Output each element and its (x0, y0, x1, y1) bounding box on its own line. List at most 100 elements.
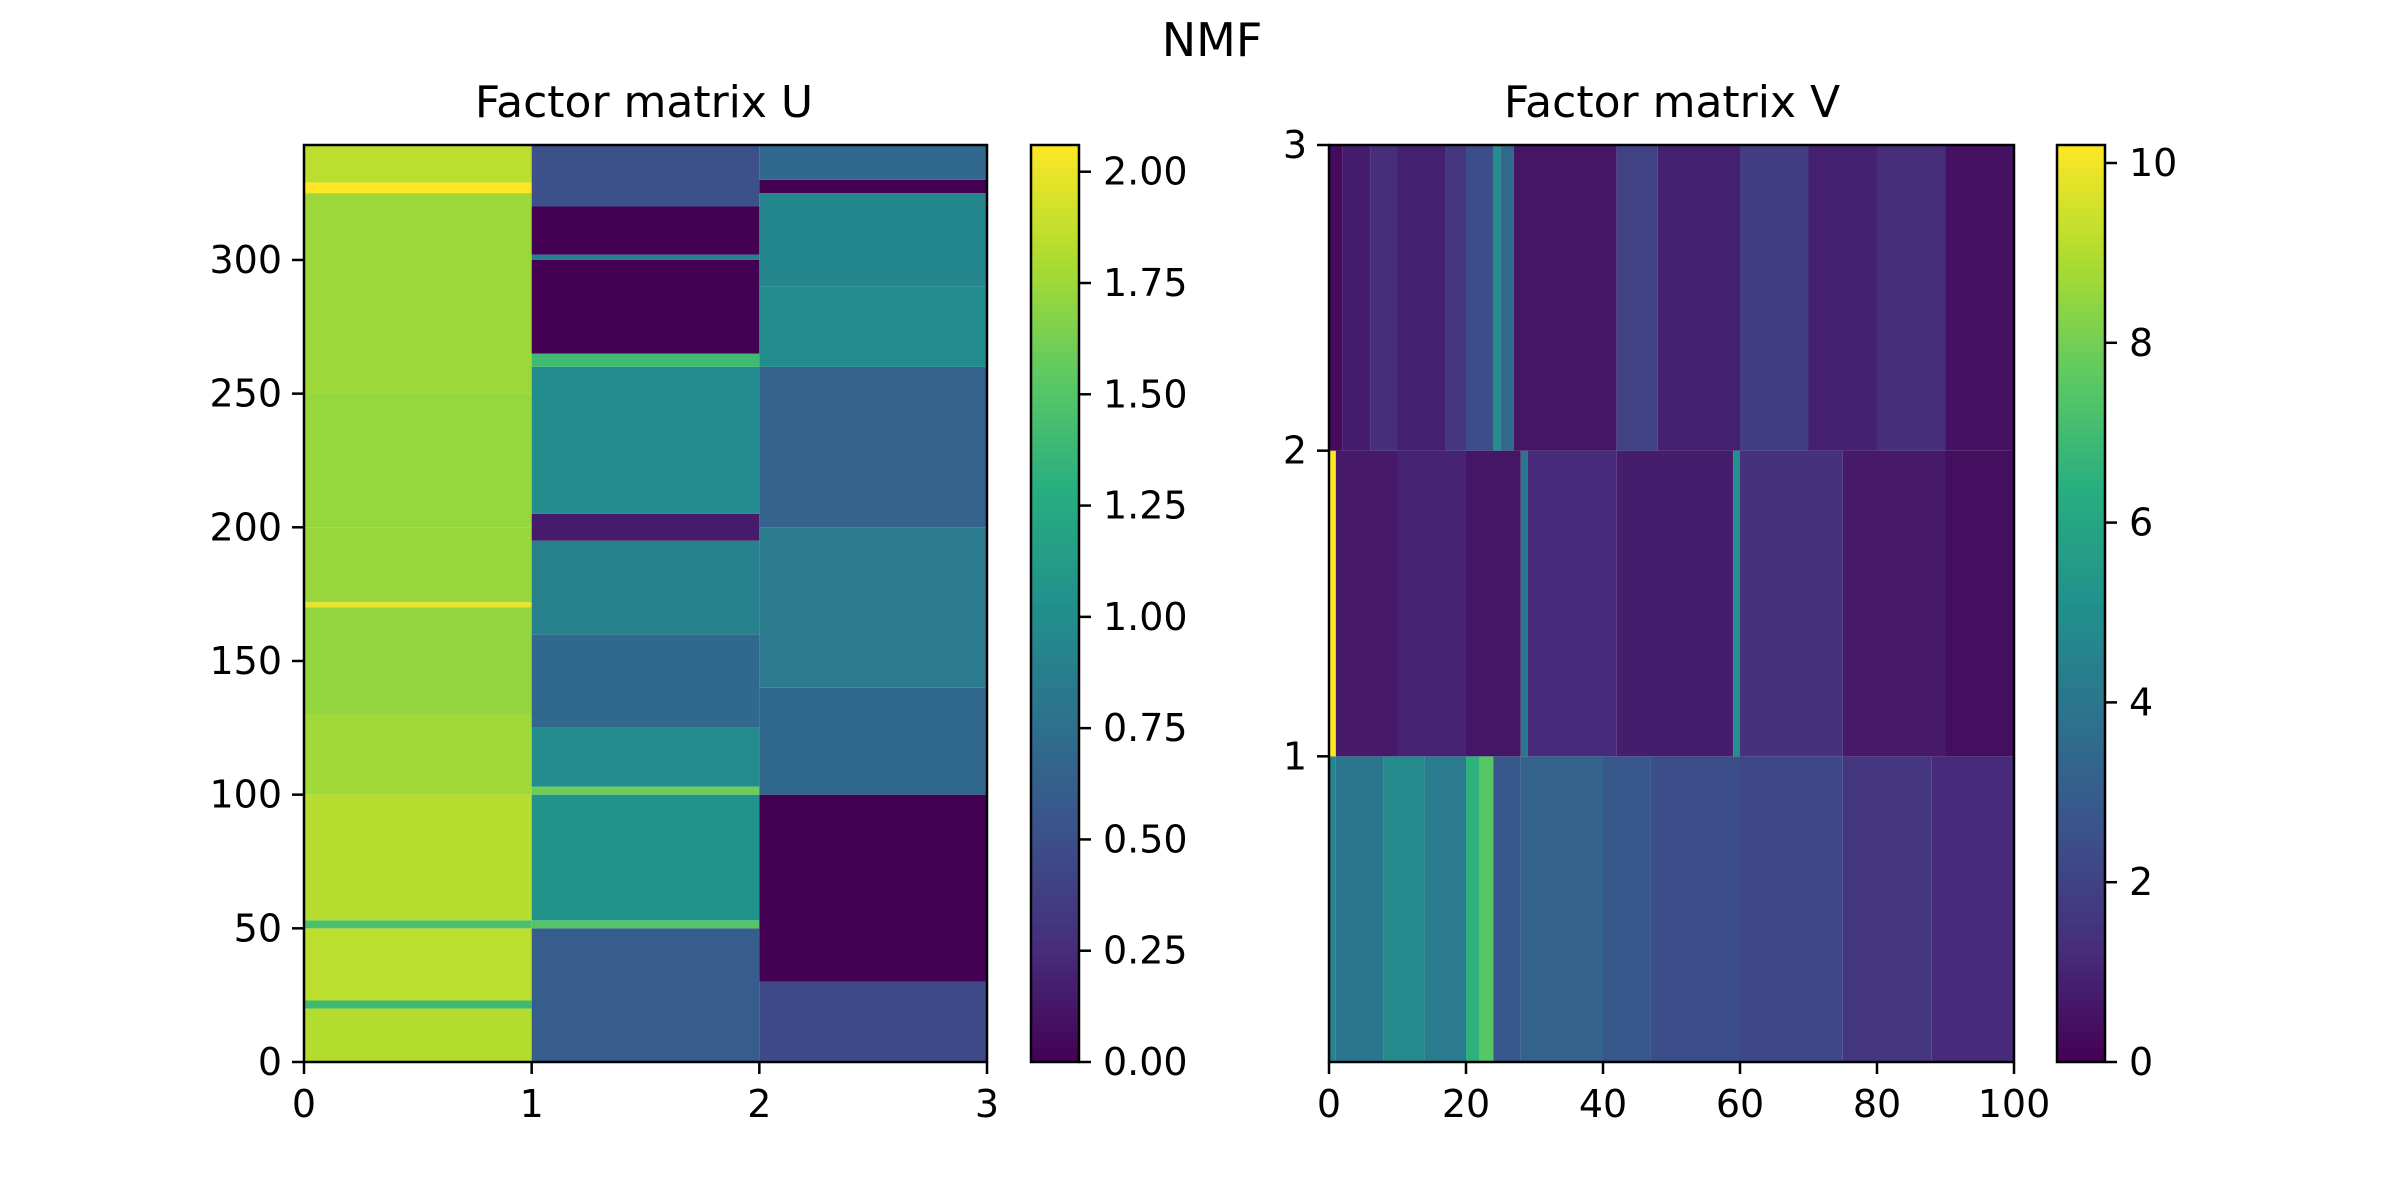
colorbar-gradient-step (1031, 1054, 1079, 1063)
heatmap-cell (1527, 450, 1617, 757)
colorbar-gradient-step (2057, 328, 2105, 337)
colorbar-gradient-step (1031, 771, 1079, 780)
colorbar-gradient-step (2057, 504, 2105, 513)
colorbar-gradient-step (2057, 687, 2105, 696)
colorbar-gradient-step (1031, 985, 1079, 994)
colorbar-gradient-step (1031, 1031, 1079, 1040)
heatmap-cell (759, 794, 987, 982)
colorbar-gradient-step (1031, 435, 1079, 444)
heatmap-cell (531, 727, 760, 787)
colorbar-gradient-step (2057, 305, 2105, 314)
colorbar-gradient-step (1031, 909, 1079, 918)
colorbar-gradient-step (2057, 962, 2105, 971)
heatmap-cell (304, 794, 532, 921)
heatmap-cell (304, 920, 532, 929)
colorbar-gradient-step (1031, 939, 1079, 948)
colorbar-gradient-step (2057, 374, 2105, 383)
colorbar-gradient-step (2057, 412, 2105, 421)
colorbar-gradient-step (1031, 550, 1079, 559)
colorbar-gradient-step (2057, 1031, 2105, 1040)
colorbar-gradient-step (2057, 351, 2105, 360)
colorbar-gradient-step (2057, 939, 2105, 948)
colorbar-gradient-step (1031, 893, 1079, 903)
heatmap-cell (531, 794, 760, 921)
colorbar-gradient-step (2057, 863, 2105, 872)
colorbar-gradient-step (2057, 511, 2105, 521)
colorbar-gradient-step (2057, 748, 2105, 757)
colorbar-gradient-step (2057, 725, 2105, 735)
colorbar-gradient-step (2057, 932, 2105, 941)
heatmap-cell (1842, 756, 1932, 1062)
colorbar-gradient-step (2057, 1008, 2105, 1017)
colorbar-gradient-step (1031, 626, 1079, 635)
heatmap-cell (1329, 145, 1343, 451)
colorbar-gradient-step (1031, 175, 1079, 184)
heatmap-cell (1335, 450, 1398, 757)
heatmap-cell (531, 145, 760, 207)
colorbar-gradient-step (2057, 206, 2105, 215)
colorbar-gradient-step (1031, 244, 1079, 253)
colorbar-gradient-step (2057, 443, 2105, 452)
colorbar-tick-label: 0.50 (1103, 817, 1188, 861)
colorbar-gradient-step (2057, 427, 2105, 436)
heatmap-cell (759, 527, 987, 688)
heatmap-cell (1493, 756, 1521, 1062)
factor-matrix-v-x-axis: 0 20 40 60 80 100 (1317, 1062, 2050, 1126)
colorbar-gradient-step (2057, 909, 2105, 918)
heatmap-cell (1657, 145, 1740, 451)
colorbar-gradient-step (2057, 481, 2105, 490)
heatmap-cell (1342, 145, 1371, 451)
factor-matrix-v-title: Factor matrix V (1504, 77, 1840, 128)
colorbar-gradient-step (2057, 588, 2105, 597)
heatmap-cell (1424, 756, 1466, 1062)
colorbar-gradient-step (2057, 1039, 2105, 1048)
colorbar-gradient-step (1031, 557, 1079, 566)
colorbar-tick-label: 1.25 (1103, 484, 1188, 528)
colorbar-gradient-step (2057, 542, 2105, 551)
colorbar-gradient-step (1031, 916, 1079, 926)
colorbar-gradient-step (2057, 611, 2105, 620)
colorbar-gradient-step (2057, 741, 2105, 750)
colorbar-gradient-step (1031, 1008, 1079, 1017)
heatmap-cell (304, 607, 532, 715)
colorbar-gradient-step (1031, 817, 1079, 826)
colorbar-gradient-step (2057, 848, 2105, 857)
colorbar-gradient-step (2057, 955, 2105, 964)
factor-matrix-v-frame (1327, 143, 2016, 1064)
factor-matrix-u-title: Factor matrix U (475, 77, 813, 128)
colorbar-gradient-step (2057, 519, 2105, 528)
colorbar-gradient-step (1031, 542, 1079, 551)
colorbar-gradient-step (1031, 381, 1079, 391)
x-tick-label: 40 (1579, 1082, 1627, 1126)
colorbar-gradient-step (1031, 702, 1079, 712)
heatmap-cell (1740, 756, 1843, 1062)
colorbar-gradient-step (2057, 213, 2105, 223)
heatmap-cell (1520, 450, 1528, 757)
colorbar-gradient-step (1031, 832, 1079, 841)
y-tick-label: 250 (209, 372, 282, 416)
y-tick-label: 150 (209, 639, 282, 683)
colorbar-gradient-step (2057, 496, 2105, 505)
colorbar-gradient-step (1031, 198, 1079, 207)
colorbar-tick-label: 8 (2129, 321, 2153, 365)
colorbar-tick-label: 2 (2129, 860, 2153, 904)
factor-matrix-u-x-axis: 0 1 2 3 (292, 1062, 999, 1126)
colorbar-gradient-step (2057, 152, 2105, 161)
colorbar-gradient-step (2057, 221, 2105, 230)
colorbar-gradient-step (2057, 649, 2105, 658)
colorbar-tick-label: 2.00 (1103, 150, 1188, 194)
colorbar-gradient-step (2057, 282, 2105, 291)
colorbar-gradient-step (1031, 152, 1079, 161)
heatmap-cell (1445, 145, 1466, 451)
heatmap-cell (1329, 756, 1336, 1062)
colorbar-gradient-step (2057, 550, 2105, 559)
colorbar-gradient-step (2057, 473, 2105, 482)
heatmap-cell (531, 366, 760, 514)
heatmap-cell (1493, 145, 1501, 451)
heatmap-cell (1842, 450, 1946, 757)
colorbar-frame (1029, 143, 1081, 1064)
colorbar-gradient-step (2057, 756, 2105, 765)
heatmap-cell (1397, 450, 1466, 757)
heatmap-cell (531, 928, 760, 1062)
